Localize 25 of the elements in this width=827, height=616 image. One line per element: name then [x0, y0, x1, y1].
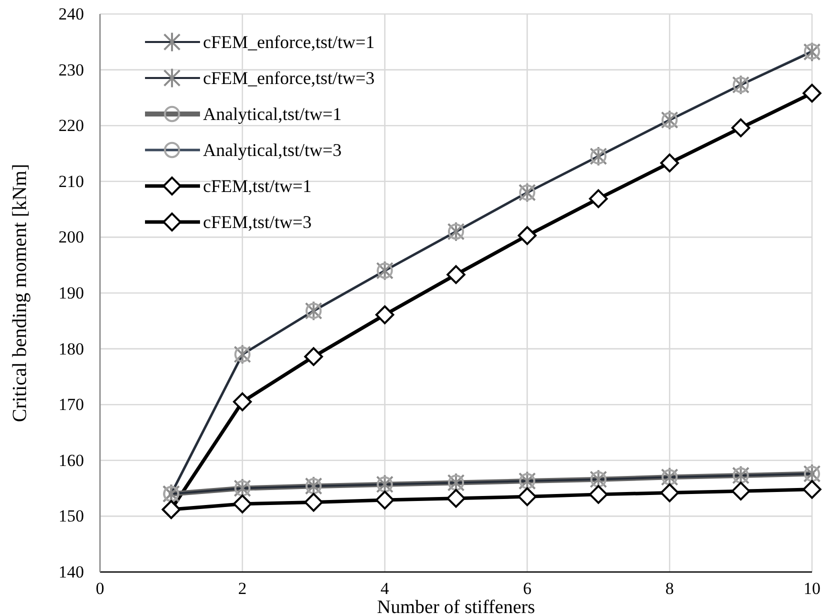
y-tick-label: 220 — [58, 116, 84, 136]
y-tick-label: 200 — [58, 228, 84, 247]
x-tick-label: 6 — [522, 579, 532, 598]
x-tick-label: 2 — [238, 579, 247, 598]
x-tick-label: 8 — [665, 579, 674, 598]
y-tick-label: 160 — [58, 450, 84, 470]
x-tick-label: 10 — [804, 579, 820, 598]
y-tick-label: 150 — [58, 506, 84, 526]
y-tick-label: 210 — [58, 172, 84, 191]
legend-label: cFEM,tst/tw=1 — [203, 176, 312, 196]
x-axis-title: Number of stiffeners — [377, 597, 535, 616]
y-axis-title: Critical bending moment [kNm] — [9, 164, 31, 422]
legend-label: Analytical,tst/tw=3 — [203, 140, 342, 160]
legend-label: Analytical,tst/tw=1 — [203, 104, 342, 124]
legend-label: cFEM_enforce,tst/tw=3 — [203, 68, 375, 88]
y-tick-label: 190 — [58, 283, 84, 302]
x-tick-label: 0 — [96, 579, 104, 598]
legend-label: cFEM,tst/tw=3 — [203, 212, 312, 232]
x-tick-label: 4 — [380, 579, 390, 598]
y-tick-label: 180 — [58, 339, 84, 358]
legend-label: cFEM_enforce,tst/tw=1 — [203, 32, 375, 52]
y-tick-label: 240 — [58, 4, 84, 24]
y-tick-label: 230 — [58, 60, 84, 80]
y-tick-label: 140 — [58, 562, 84, 582]
y-tick-label: 170 — [58, 395, 84, 414]
